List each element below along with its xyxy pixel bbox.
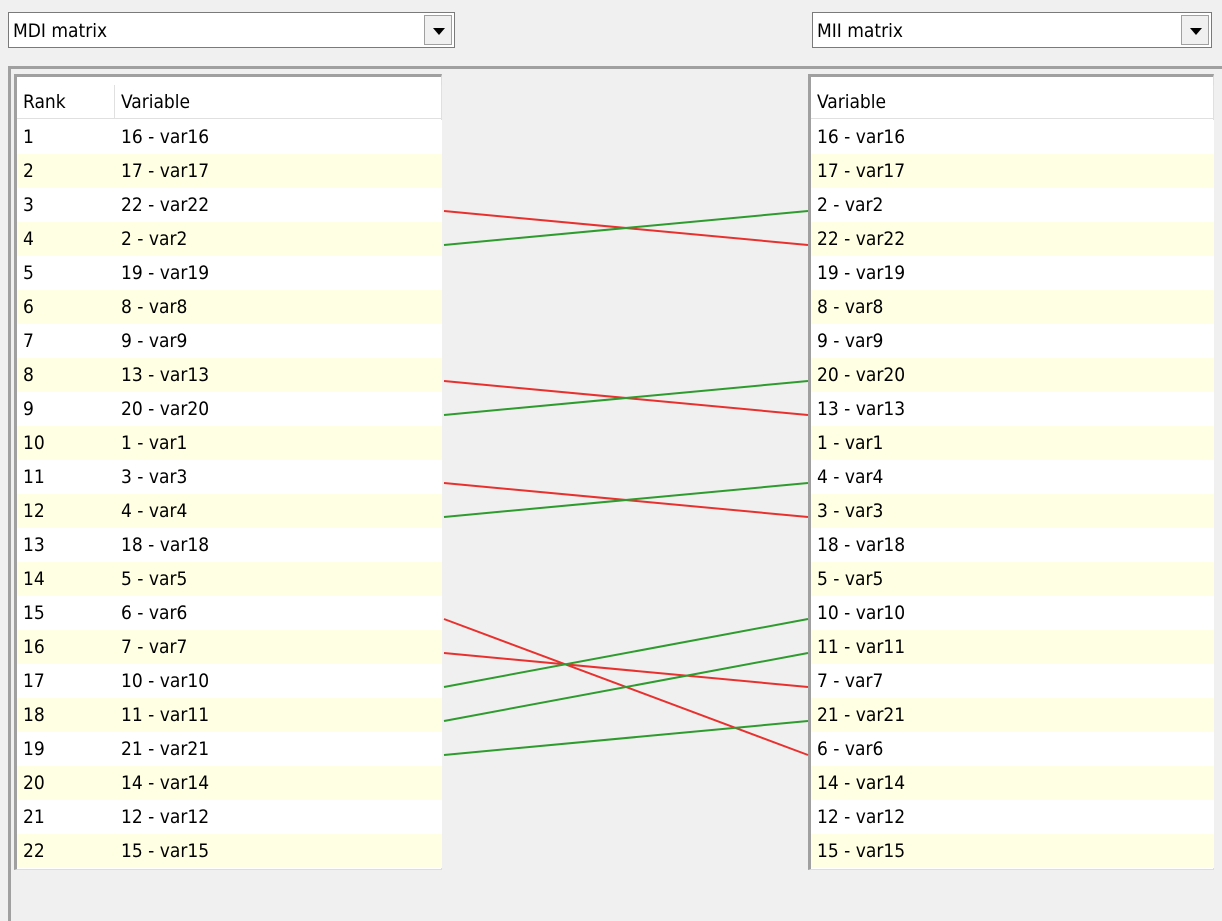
variable-cell: 5 - var5 [811, 562, 1214, 596]
rank-cell: 13 [17, 528, 115, 562]
variable-cell: 1 - var1 [811, 426, 1214, 460]
variable-cell: 11 - var11 [811, 630, 1214, 664]
variable-cell: 20 - var20 [811, 358, 1214, 392]
dropdown-button[interactable] [424, 15, 452, 45]
rank-cell: 17 [17, 664, 115, 698]
variable-cell: 21 - var21 [115, 732, 442, 766]
dropdown-label: MDI matrix [13, 20, 108, 42]
variable-cell: 18 - var18 [115, 528, 442, 562]
variable-cell: 8 - var8 [811, 290, 1214, 324]
rank-cell: 10 [17, 426, 115, 460]
column-header: Variable [811, 85, 1214, 119]
variable-cell: 17 - var17 [115, 154, 442, 188]
variable-cell: 13 - var13 [115, 358, 442, 392]
column-header: Variable [115, 85, 442, 119]
rank-cell: 9 [17, 392, 115, 426]
rank-change-line [443, 720, 809, 756]
rank-cell: 18 [17, 698, 115, 732]
variable-cell: 4 - var4 [115, 494, 442, 528]
variable-cell: 10 - var10 [115, 664, 442, 698]
variable-cell: 19 - var19 [811, 256, 1214, 290]
rank-cell: 14 [17, 562, 115, 596]
variable-cell: 6 - var6 [115, 596, 442, 630]
variable-cell: 1 - var1 [115, 426, 442, 460]
left-dropdown[interactable]: MDI matrix [8, 12, 455, 48]
right-dropdown[interactable]: MII matrix [812, 12, 1212, 48]
rank-cell: 1 [17, 120, 115, 154]
variable-cell: 3 - var3 [811, 494, 1214, 528]
variable-cell: 16 - var16 [115, 120, 442, 154]
rank-cell: 4 [17, 222, 115, 256]
variable-cell: 2 - var2 [811, 188, 1214, 222]
right-table: Variable 16 - var16 17 - var17 2 - var2 22 -… [808, 74, 1214, 870]
rank-cell: 21 [17, 800, 115, 834]
variable-cell: 8 - var8 [115, 290, 442, 324]
dropdown-label: MII matrix [817, 20, 903, 42]
rank-cell: 3 [17, 188, 115, 222]
variable-cell: 11 - var11 [115, 698, 442, 732]
variable-cell: 6 - var6 [811, 732, 1214, 766]
rank-cell: 22 [17, 834, 115, 868]
rank-change-line [443, 210, 809, 246]
rank-cell: 11 [17, 460, 115, 494]
rank-change-line [443, 652, 809, 722]
left-table: Rank Variable 1 16 - var16 2 17 - var17 3 22 - … [14, 74, 442, 870]
variable-cell: 4 - var4 [811, 460, 1214, 494]
variable-cell: 17 - var17 [811, 154, 1214, 188]
variable-cell: 10 - var10 [811, 596, 1214, 630]
variable-cell: 7 - var7 [115, 630, 442, 664]
variable-cell: 12 - var12 [811, 800, 1214, 834]
variable-cell: 9 - var9 [115, 324, 442, 358]
rank-cell: 2 [17, 154, 115, 188]
rank-cell: 8 [17, 358, 115, 392]
rank-change-line [443, 380, 809, 416]
variable-cell: 21 - var21 [811, 698, 1214, 732]
variable-cell: 15 - var15 [115, 834, 442, 868]
variable-cell: 22 - var22 [115, 188, 442, 222]
rank-change-line [443, 652, 809, 688]
rank-cell: 19 [17, 732, 115, 766]
rank-cell: 7 [17, 324, 115, 358]
rank-cell: 15 [17, 596, 115, 630]
panel [8, 66, 1222, 921]
rank-cell: 6 [17, 290, 115, 324]
variable-cell: 7 - var7 [811, 664, 1214, 698]
rank-cell: 12 [17, 494, 115, 528]
dropdown-button[interactable] [1181, 15, 1209, 45]
variable-cell: 22 - var22 [811, 222, 1214, 256]
rank-cell: 16 [17, 630, 115, 664]
variable-cell: 16 - var16 [811, 120, 1214, 154]
variable-cell: 5 - var5 [115, 562, 442, 596]
variable-cell: 14 - var14 [811, 766, 1214, 800]
variable-cell: 3 - var3 [115, 460, 442, 494]
rank-cell: 20 [17, 766, 115, 800]
variable-cell: 14 - var14 [115, 766, 442, 800]
variable-cell: 19 - var19 [115, 256, 442, 290]
variable-cell: 13 - var13 [811, 392, 1214, 426]
rank-change-line [443, 618, 809, 688]
variable-cell: 12 - var12 [115, 800, 442, 834]
variable-cell: 15 - var15 [811, 834, 1214, 868]
rank-change-line [443, 482, 809, 518]
variable-cell: 9 - var9 [811, 324, 1214, 358]
variable-cell: 2 - var2 [115, 222, 442, 256]
variable-cell: 18 - var18 [811, 528, 1214, 562]
column-header: Rank [17, 85, 115, 119]
variable-cell: 20 - var20 [115, 392, 442, 426]
rank-cell: 5 [17, 256, 115, 290]
